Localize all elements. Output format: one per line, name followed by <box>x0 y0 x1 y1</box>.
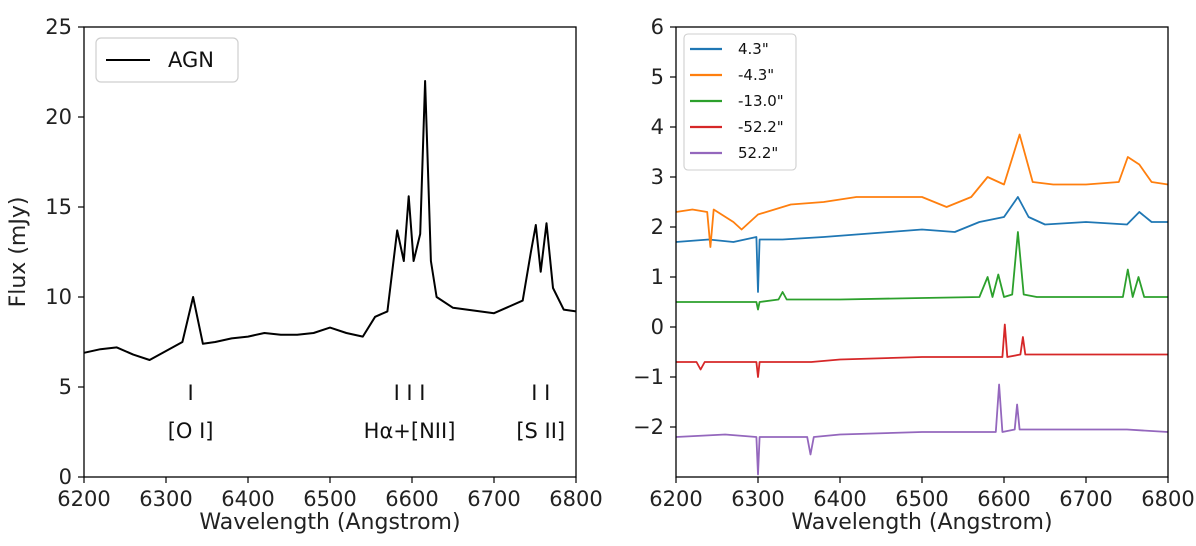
series-line <box>675 196 1168 293</box>
left-plot-frame <box>83 26 577 478</box>
y-tick-label: 10 <box>45 285 72 309</box>
x-tick-label: 6600 <box>977 487 1030 511</box>
legend-frame <box>95 37 239 83</box>
x-tick-label: 6800 <box>549 487 602 511</box>
annotation-label: Hα+[NII] <box>364 419 456 443</box>
legend-label: 4.3" <box>738 40 769 58</box>
y-tick-label: 3 <box>651 165 664 189</box>
left-legend: AGN <box>95 37 239 83</box>
legend-label: AGN <box>168 48 214 72</box>
x-tick-label: 6800 <box>1141 487 1194 511</box>
y-tick-label: −2 <box>633 415 664 439</box>
right-series-group <box>675 133 1169 476</box>
offset-spectra-panel: 6200 6300 6400 6500 6600 6700 6800 6 5 4 3 2 1 0 −1 −2… <box>633 15 1195 535</box>
y-tick-label: 6 <box>651 15 664 39</box>
x-tick-label: 6500 <box>895 487 948 511</box>
x-tick-label: 6400 <box>221 487 274 511</box>
x-tick-label: 6200 <box>57 487 110 511</box>
x-tick-label: 6600 <box>385 487 438 511</box>
x-tick-label: 6400 <box>813 487 866 511</box>
series-line <box>83 80 577 361</box>
left-x-ticks: 6200 6300 6400 6500 6600 6700 6800 <box>57 477 603 511</box>
x-tick-label: 6700 <box>467 487 520 511</box>
x-tick-label: 6700 <box>1059 487 1112 511</box>
right-y-ticks: 6 5 4 3 2 1 0 −1 −2 <box>633 15 676 439</box>
y-tick-label: 5 <box>651 65 664 89</box>
y-tick-label: 1 <box>651 265 664 289</box>
series-line <box>675 133 1169 248</box>
annotation-marker: I I <box>531 381 550 405</box>
right-x-axis-label: Wavelength (Angstrom) <box>791 510 1052 535</box>
y-tick-label: −1 <box>633 365 664 389</box>
legend-frame <box>683 33 797 171</box>
y-tick-label: 0 <box>59 465 72 489</box>
left-y-axis-label: Flux (mJy) <box>6 197 31 308</box>
y-tick-label: 20 <box>45 105 72 129</box>
right-x-ticks: 6200 6300 6400 6500 6600 6700 6800 <box>649 477 1195 511</box>
left-x-axis-label: Wavelength (Angstrom) <box>199 510 460 535</box>
left-series-group <box>83 80 577 361</box>
legend-label: -4.3" <box>738 66 774 84</box>
x-tick-label: 6300 <box>731 487 784 511</box>
annotation-marker: I I I <box>394 381 426 405</box>
y-tick-label: 0 <box>651 315 664 339</box>
annotation-label: [S II] <box>516 419 565 443</box>
legend-label: -52.2" <box>738 118 784 136</box>
series-line <box>676 323 1168 378</box>
annotation-marker: I <box>187 381 193 405</box>
y-tick-label: 4 <box>651 115 664 139</box>
left-y-ticks: 0 5 10 15 20 25 <box>45 15 84 489</box>
x-tick-label: 6300 <box>139 487 192 511</box>
agn-spectrum-panel: I [O I] I I I Hα+[NII] I I [S II] 6200 6300 640… <box>6 15 603 535</box>
y-tick-label: 15 <box>45 195 72 219</box>
emission-line-annotations: I [O I] I I I Hα+[NII] I I [S II] <box>168 381 565 443</box>
y-tick-label: 5 <box>59 375 72 399</box>
y-tick-label: 25 <box>45 15 72 39</box>
annotation-label: [O I] <box>168 419 214 443</box>
right-legend: 4.3" -4.3" -13.0" -52.2" 52.2" <box>683 33 797 171</box>
series-line <box>676 231 1168 311</box>
series-line <box>675 383 1169 476</box>
x-tick-label: 6500 <box>303 487 356 511</box>
y-tick-label: 2 <box>651 215 664 239</box>
legend-label: -13.0" <box>738 92 784 110</box>
legend-label: 52.2" <box>738 144 778 162</box>
x-tick-label: 6200 <box>649 487 702 511</box>
